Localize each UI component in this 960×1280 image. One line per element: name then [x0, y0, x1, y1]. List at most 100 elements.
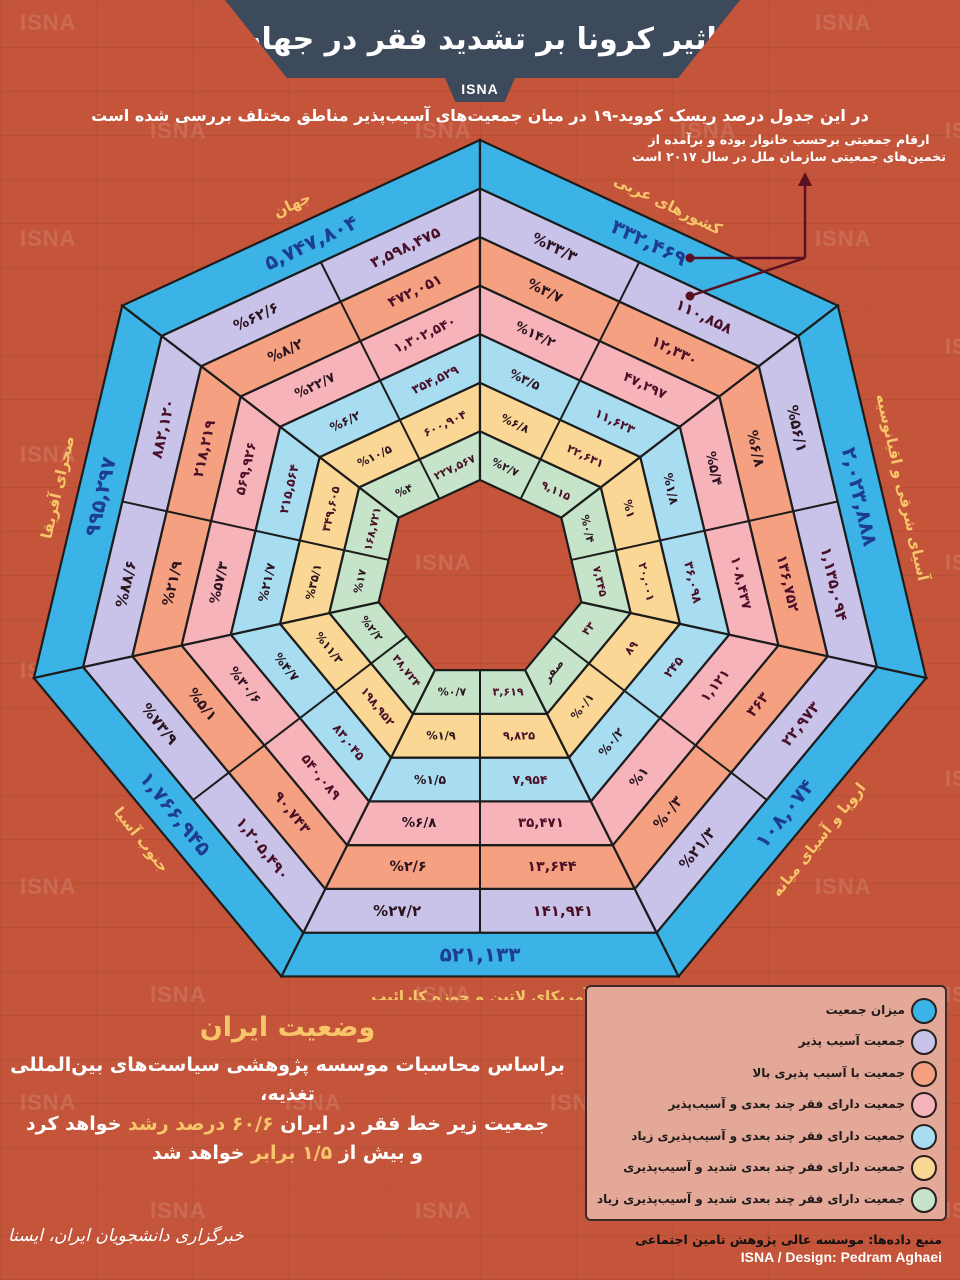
cell-divider	[704, 520, 750, 532]
population-note: ارقام جمعیتی برحسب خانوار بوده و برآمده …	[632, 131, 946, 165]
cell-divider	[588, 662, 626, 692]
cell-value: ۳,۶۱۹	[493, 685, 524, 698]
cell-divider	[166, 510, 212, 522]
legend-item: جمعیت دارای فقر چند بعدی و آسیب‌پذیری زی…	[595, 1121, 937, 1153]
region-label: آمریکای لاتین و حوزه کارائیب	[371, 987, 589, 1000]
cell-divider	[359, 340, 381, 381]
cell-divider	[319, 261, 342, 303]
legend-item: میزان جمعیت	[595, 995, 937, 1027]
title-banner: تاثیر کرونا بر تشدید فقر در جهان	[225, 0, 740, 78]
cell-percent: %۶/۸	[402, 816, 437, 831]
cell-value: ۷,۹۵۴	[512, 772, 547, 787]
legend-label: جمعیت دارای فقر چند بعدی شدید و آسیب‌پذی…	[596, 1191, 905, 1206]
iran-status: وضعیت ایران براساس محاسبات موسسه پژوهشی …	[0, 1012, 575, 1169]
note-line-2: تخمین‌های جمعیتی سازمان ملل در سال ۲۰۱۷ …	[631, 149, 946, 164]
region-total: ۵۲۱,۱۳۳	[440, 943, 521, 967]
note-line-1: ارقام جمعیتی برحسب خانوار بوده و برآمده …	[648, 132, 930, 147]
cell-divider	[519, 458, 542, 500]
legend-label: جمعیت آسیب پذیر	[798, 1034, 905, 1049]
cell-divider	[552, 635, 590, 665]
cell-percent: %۰/۷	[438, 685, 467, 698]
cell-divider	[398, 419, 421, 460]
cell-divider	[228, 744, 266, 774]
iran-heading: وضعیت ایران	[199, 1012, 376, 1043]
iran-text: خواهد شد	[151, 1142, 252, 1165]
cell-divider	[615, 539, 661, 552]
legend-swatch-icon	[911, 1186, 937, 1213]
legend-label: جمعیت با آسیب پذیری بالا	[752, 1065, 905, 1080]
legend-swatch-icon	[911, 997, 937, 1024]
iran-line-1: براساس محاسبات موسسه پژوهشی سیاست‌های بی…	[10, 1054, 565, 1106]
arrow-up-icon	[798, 172, 812, 186]
cell-divider	[792, 500, 838, 513]
legend-label: میزان جمعیت	[825, 1002, 905, 1017]
cell-value: ۳۵,۴۷۱	[518, 816, 564, 831]
region-label: جهان	[271, 188, 314, 221]
cell-divider	[192, 771, 230, 801]
isna-tab: ISNA	[445, 78, 515, 102]
legend-item: جمعیت دارای فقر چند بعدی و آسیب‌پذیر	[595, 1090, 937, 1122]
legend-swatch-icon	[911, 1060, 937, 1087]
isna-signature-logo: خبرگزاری دانشجویان ایران، ایسنا	[8, 1226, 244, 1246]
design-credit: ISNA / Design: Pedram Aghaei	[740, 1249, 942, 1265]
legend-item: جمعیت با آسیب پذیری بالا	[595, 1058, 937, 1090]
cell-divider	[339, 301, 362, 342]
iran-highlight: ۶۰/۶ درصد رشد	[128, 1112, 274, 1135]
legend-item: جمعیت دارای فقر چند بعدی شدید و آسیب‌پذی…	[595, 1153, 937, 1185]
cell-divider	[299, 689, 337, 719]
cell-divider	[263, 717, 301, 747]
data-source: منبع داده‌ها: موسسه عالی پژوهش تامین اجت…	[635, 1232, 942, 1247]
cell-divider	[694, 744, 732, 774]
legend-label: جمعیت دارای فقر چند بعدی و آسیب‌پذیر	[668, 1097, 905, 1112]
legend-item: جمعیت آسیب پذیر	[595, 1027, 937, 1059]
cell-divider	[379, 380, 401, 421]
cell-percent: %۲۷/۲	[373, 902, 421, 920]
legend: میزان جمعیت جمعیت آسیب پذیر جمعیت با آسی…	[585, 985, 947, 1221]
watermark-text: ISNA	[150, 1198, 207, 1223]
cell-divider	[418, 458, 441, 500]
cell-value: ۱۴۱,۹۴۱	[533, 902, 594, 920]
cell-divider	[579, 340, 601, 381]
cell-value: ۱۳,۶۴۴	[527, 859, 577, 875]
cell-divider	[571, 549, 616, 561]
iran-text: جمعیت زیر خط فقر در ایران	[273, 1112, 550, 1135]
cell-percent: %۱۷	[351, 568, 369, 595]
legend-swatch-icon	[911, 1123, 937, 1150]
legend-item: جمعیت دارای فقر چند بعدی شدید و آسیب‌پذی…	[595, 1184, 937, 1216]
band-cell	[523, 601, 633, 716]
cell-divider	[730, 771, 768, 801]
cell-divider	[210, 520, 256, 532]
page-title: تاثیر کرونا بر تشدید فقر در جهان	[235, 21, 730, 57]
iran-line-3: و بیش از ۱/۵ برابر خواهد شد	[0, 1139, 575, 1168]
cell-divider	[659, 529, 705, 542]
cell-value: ۸۹	[621, 638, 641, 658]
cell-divider	[748, 510, 794, 522]
cell-divider	[334, 662, 372, 692]
cell-divider	[539, 419, 562, 460]
iran-highlight: ۱/۵ برابر	[251, 1142, 333, 1165]
heptagon-diagram: ۵۲۱,۱۳۳ %۲۷/۲ ۱۴۱,۹۴۱ %۲/۶ ۱۳,۶۴۴ %۶/۸ ۳۵,۴۷۱%…	[31, 138, 932, 1000]
cell-percent: %۱/۸	[660, 471, 682, 506]
cell-percent: %۲/۶	[390, 859, 427, 875]
cell-divider	[370, 635, 408, 665]
cell-percent: %۱	[620, 498, 638, 519]
iran-text: و بیش از	[332, 1142, 424, 1165]
cell-divider	[299, 539, 345, 552]
cell-divider	[623, 689, 661, 719]
watermark-text: ISNA	[945, 1198, 960, 1223]
legend-label: جمعیت دارای فقر چند بعدی و آسیب‌پذیری زی…	[631, 1128, 905, 1143]
cell-divider	[659, 717, 697, 747]
cell-divider	[618, 261, 641, 303]
legend-swatch-icon	[911, 1155, 937, 1182]
cell-percent: %۰/۴	[578, 513, 597, 544]
cell-divider	[122, 500, 168, 513]
cell-divider	[598, 301, 621, 342]
watermark-text: ISNA	[415, 1198, 472, 1223]
cell-percent: %۱/۵	[414, 772, 447, 787]
pointer-line	[689, 256, 806, 298]
cell-divider	[559, 380, 581, 421]
legend-label: جمعیت دارای فقر چند بعدی شدید و آسیب‌پذی…	[623, 1160, 905, 1175]
cell-divider	[255, 529, 301, 542]
cell-value: ۹,۸۲۵	[503, 729, 535, 743]
source-block: منبع داده‌ها: موسسه عالی پژوهش تامین اجت…	[635, 1232, 942, 1265]
